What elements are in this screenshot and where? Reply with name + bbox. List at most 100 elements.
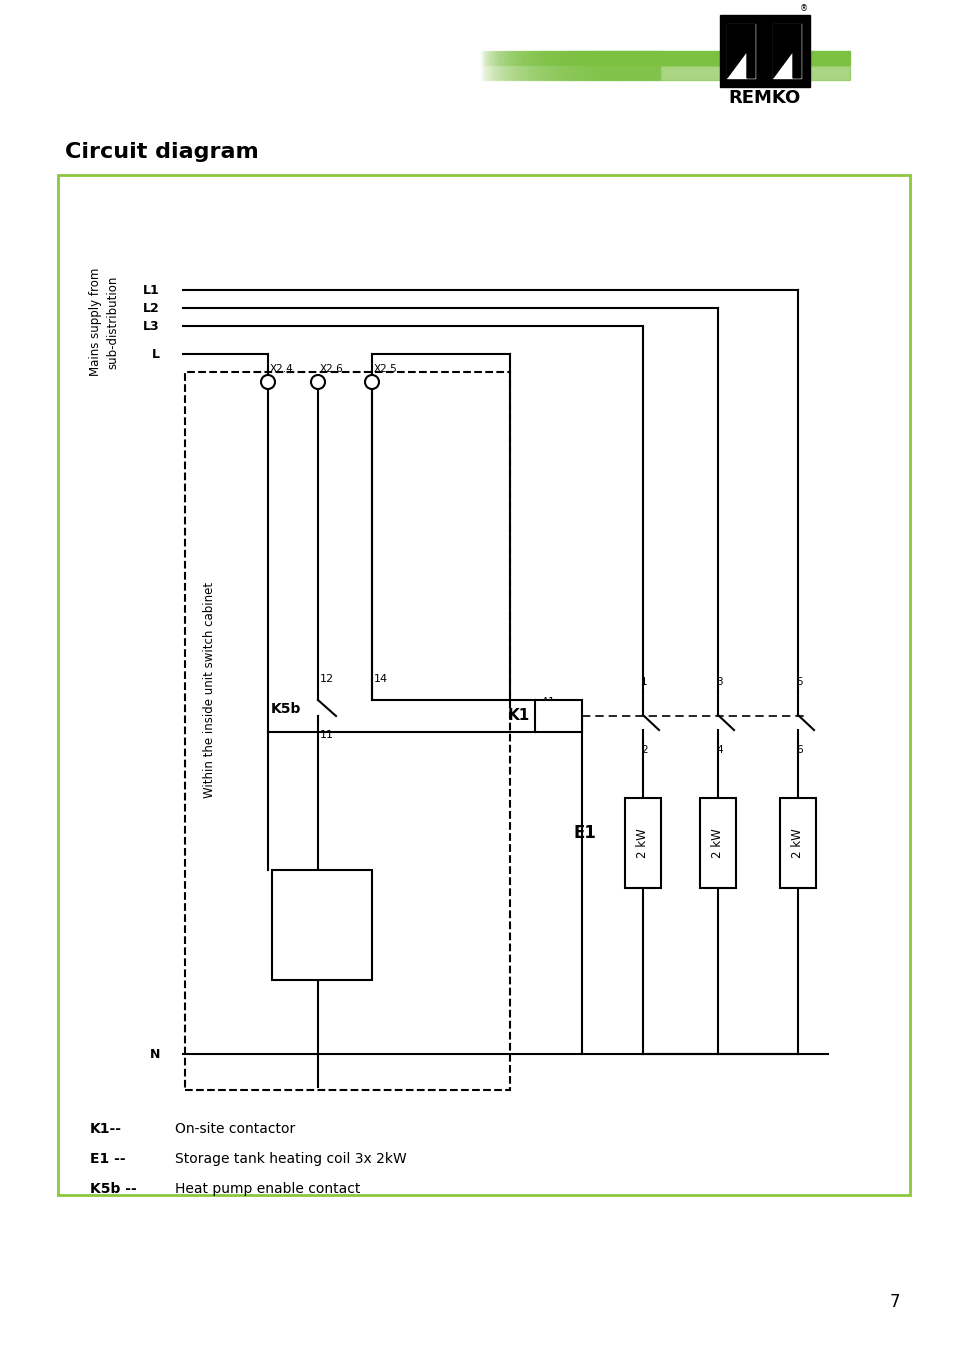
Bar <box>537 66 540 80</box>
Bar <box>597 51 598 65</box>
Bar <box>620 51 622 65</box>
Text: K5b: K5b <box>271 702 301 716</box>
Bar <box>535 51 537 65</box>
Bar <box>571 51 573 65</box>
Bar <box>655 66 657 80</box>
Bar <box>558 51 561 65</box>
Bar <box>508 51 510 65</box>
Bar <box>589 51 591 65</box>
Bar <box>516 66 517 80</box>
Bar <box>496 51 498 65</box>
Bar <box>622 66 624 80</box>
Bar <box>529 51 531 65</box>
Bar <box>550 66 552 80</box>
Bar <box>649 51 651 65</box>
Bar <box>608 51 610 65</box>
Bar <box>499 51 501 65</box>
Bar <box>517 66 519 80</box>
Bar <box>613 66 615 80</box>
Bar <box>544 66 546 80</box>
Polygon shape <box>772 24 801 78</box>
Bar <box>553 66 555 80</box>
Bar <box>505 66 507 80</box>
Bar <box>624 798 660 888</box>
Bar <box>529 66 531 80</box>
Text: K5b --: K5b -- <box>90 1183 136 1196</box>
Circle shape <box>365 375 378 389</box>
Bar <box>560 66 562 80</box>
Text: X2.4: X2.4 <box>270 364 294 374</box>
Bar <box>555 51 557 65</box>
Bar <box>700 798 735 888</box>
Bar <box>654 51 656 65</box>
Bar <box>568 51 570 65</box>
Bar <box>497 66 499 80</box>
Bar <box>544 51 546 65</box>
Bar <box>636 51 638 65</box>
Text: Mains supply from
sub-distribution: Mains supply from sub-distribution <box>89 267 119 377</box>
Bar <box>629 66 631 80</box>
Bar <box>518 51 520 65</box>
Bar <box>590 66 593 80</box>
Bar <box>569 51 572 65</box>
Bar <box>547 66 549 80</box>
Bar <box>592 51 594 65</box>
Bar <box>618 66 619 80</box>
Bar <box>495 66 497 80</box>
Bar <box>616 51 618 65</box>
Bar <box>521 51 523 65</box>
Bar <box>485 66 488 80</box>
Bar <box>604 51 606 65</box>
Bar <box>506 66 509 80</box>
Bar <box>493 66 495 80</box>
Bar <box>482 66 484 80</box>
Text: ®: ® <box>799 4 807 14</box>
Bar <box>590 51 593 65</box>
Text: L1: L1 <box>143 284 160 297</box>
Bar <box>637 66 639 80</box>
Bar <box>541 51 543 65</box>
Text: 2 kW: 2 kW <box>711 828 723 857</box>
Bar <box>646 66 648 80</box>
Bar <box>500 66 502 80</box>
Bar <box>505 51 507 65</box>
Bar <box>578 51 580 65</box>
Bar <box>524 51 526 65</box>
Bar <box>489 66 491 80</box>
Bar <box>643 51 645 65</box>
Bar <box>520 51 522 65</box>
Bar <box>562 66 564 80</box>
Bar <box>625 51 627 65</box>
Bar <box>563 66 565 80</box>
Bar <box>481 66 483 80</box>
Bar <box>542 51 544 65</box>
Bar <box>610 51 612 65</box>
Bar <box>524 66 526 80</box>
Bar <box>626 66 628 80</box>
Bar <box>532 66 534 80</box>
Bar <box>531 66 533 80</box>
Bar <box>492 66 494 80</box>
Bar <box>602 66 604 80</box>
Bar <box>548 66 551 80</box>
Text: 12: 12 <box>319 674 334 684</box>
Bar <box>615 66 617 80</box>
Bar <box>506 51 509 65</box>
Bar <box>514 66 516 80</box>
Bar <box>579 66 582 80</box>
Circle shape <box>311 375 325 389</box>
Bar <box>513 66 515 80</box>
Bar <box>607 51 609 65</box>
Bar <box>576 66 578 80</box>
Bar <box>566 66 568 80</box>
Bar <box>502 51 504 65</box>
Bar <box>531 51 533 65</box>
Bar <box>514 51 516 65</box>
Bar <box>558 66 559 80</box>
Text: 14: 14 <box>374 674 388 684</box>
Bar <box>489 51 491 65</box>
Bar <box>526 66 528 80</box>
Text: X2.6: X2.6 <box>319 364 343 374</box>
Bar <box>534 66 536 80</box>
Bar <box>485 51 488 65</box>
